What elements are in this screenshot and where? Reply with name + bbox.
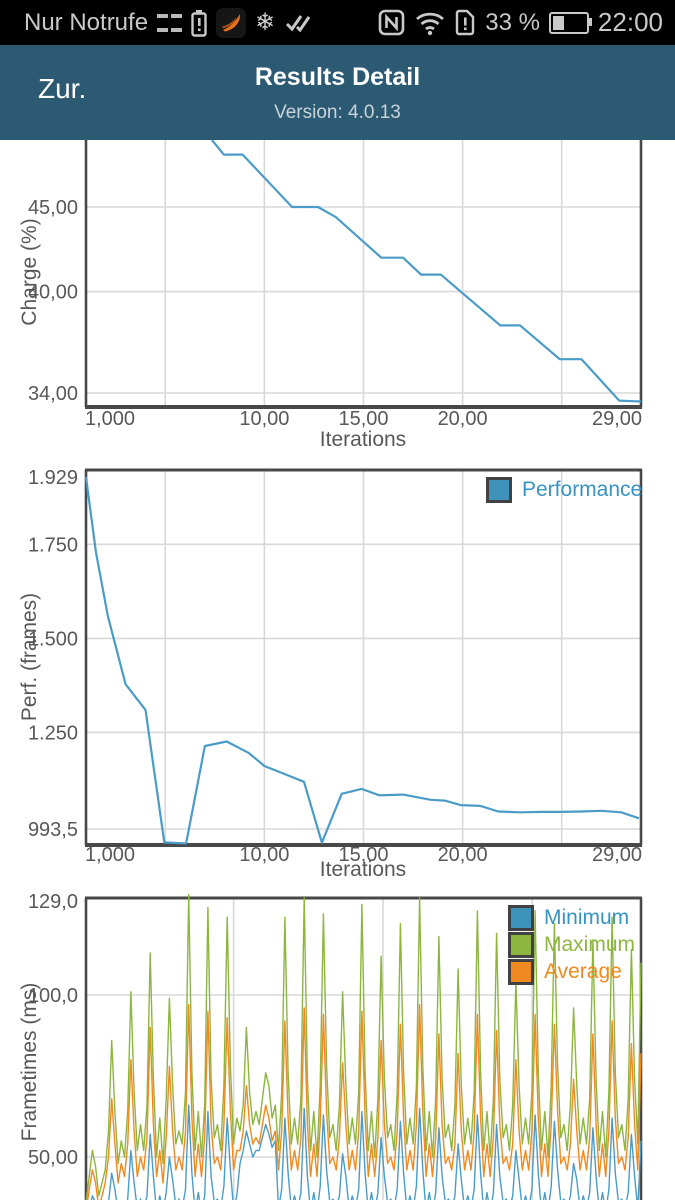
legend-item-average: Average: [508, 958, 635, 985]
page-title: Results Detail: [254, 63, 421, 91]
performance-legend-label: Performance: [522, 477, 643, 501]
battery-icon: [548, 11, 592, 34]
svg-text:45,00: 45,00: [28, 197, 78, 219]
svg-text:20,00: 20,00: [438, 408, 488, 430]
perf-x-axis-title: Iterations: [319, 858, 407, 881]
svg-text:15,00: 15,00: [338, 408, 388, 430]
legend-item-minimum: Minimum: [508, 904, 635, 931]
svg-text:29,00: 29,00: [592, 408, 642, 430]
performance-legend: Performance: [486, 476, 643, 503]
snowflake-icon: ❄: [255, 8, 276, 36]
svg-text:993,5: 993,5: [28, 819, 78, 841]
minimum-legend-label: Minimum: [544, 905, 630, 929]
status-bar-left: Nur Notrufe ❄: [0, 7, 312, 38]
svg-text:129,0: 129,0: [28, 891, 78, 913]
charge-y-axis-title: Charge (%): [18, 218, 41, 326]
svg-text:1,000: 1,000: [85, 408, 135, 430]
legend-item-performance: Performance: [486, 476, 643, 503]
svg-text:1,000: 1,000: [85, 844, 135, 866]
perf-y-axis-title: Perf. (frames): [18, 592, 41, 722]
back-button[interactable]: Zur.: [38, 73, 87, 104]
nfc-icon: [378, 9, 405, 36]
battery-alert-icon: [191, 9, 207, 37]
average-legend-label: Average: [544, 959, 622, 983]
maximum-legend-label: Maximum: [544, 932, 636, 956]
svg-text:50,00: 50,00: [28, 1147, 78, 1169]
app-grid-icon: [157, 10, 183, 35]
svg-text:1.750: 1.750: [28, 534, 78, 556]
svg-text:1.929: 1.929: [28, 467, 78, 489]
charge-x-axis-title: Iterations: [319, 428, 407, 451]
svg-text:10,00: 10,00: [239, 408, 289, 430]
svg-text:34,00: 34,00: [28, 383, 78, 405]
performance-swatch-icon: [486, 476, 512, 503]
svg-text:10,00: 10,00: [239, 844, 289, 866]
sim-alert-icon: [455, 9, 476, 36]
maximum-swatch-icon: [508, 931, 534, 958]
wifi-icon: [414, 10, 446, 36]
svg-text:29,00: 29,00: [592, 844, 642, 866]
minimum-swatch-icon: [508, 904, 534, 931]
battery-percent-label: 33 %: [485, 8, 540, 36]
average-swatch-icon: [508, 958, 534, 985]
clock-label: 22:00: [597, 7, 663, 37]
frametimes-legend: Minimum Maximum Average: [508, 904, 636, 985]
status-bar: Nur Notrufe ❄: [0, 0, 675, 45]
legend-item-maximum: Maximum: [508, 931, 636, 958]
status-bar-right: 33 % 22:00: [378, 7, 675, 38]
frametimes-y-axis-title: Frametimes (ms): [18, 982, 41, 1142]
version-label: Version: 4.0.13: [274, 102, 401, 123]
svg-text:1.250: 1.250: [28, 722, 78, 744]
double-check-icon: [284, 11, 312, 35]
carrier-label: Nur Notrufe: [24, 8, 149, 36]
header: Zur. Results Detail Version: 4.0.13: [0, 45, 675, 140]
swift-benchmark-icon: [216, 7, 247, 38]
svg-text:20,00: 20,00: [438, 844, 488, 866]
